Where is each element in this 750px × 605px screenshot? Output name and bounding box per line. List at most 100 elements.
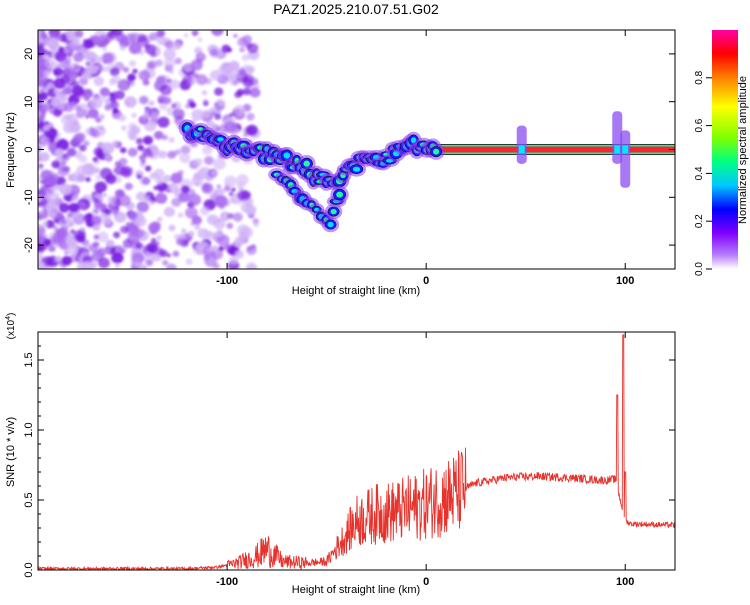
noise-blob (146, 242, 158, 253)
noise-blob (223, 121, 237, 133)
noise-blob (68, 102, 74, 108)
noise-blob (38, 115, 45, 121)
noise-blob (38, 153, 42, 161)
noise-blob (142, 177, 151, 185)
noise-blob (39, 153, 50, 162)
snr-y-multiplier-base: (x10 (6, 319, 17, 339)
noise-blob (42, 57, 55, 68)
noise-blob (142, 114, 148, 120)
noise-blob (178, 192, 190, 203)
noise-blob (201, 110, 211, 118)
noise-blob (232, 80, 238, 85)
noise-blob (97, 34, 110, 45)
noise-blob (38, 227, 44, 238)
noise-blob (145, 44, 157, 55)
branch-trace-group (268, 168, 349, 233)
noise-blob (125, 221, 131, 227)
noise-blob (232, 212, 243, 222)
noise-blob (72, 101, 77, 106)
noise-blob (164, 57, 176, 69)
noise-blob (138, 70, 151, 81)
noise-blob (94, 181, 108, 193)
noise-blob (216, 234, 230, 246)
noise-blob (74, 105, 82, 112)
noise-blob (89, 128, 99, 137)
noise-blob (159, 249, 168, 258)
noise-blob (187, 98, 195, 106)
noise-blob (203, 156, 214, 165)
noise-blob (226, 47, 232, 53)
noise-blob (77, 201, 86, 209)
noise-blob (125, 41, 130, 46)
noise-blob (71, 171, 84, 183)
noise-blob (58, 202, 70, 213)
noise-blob (199, 206, 210, 216)
noise-blob (172, 42, 181, 51)
noise-blob (109, 92, 115, 98)
noise-blob (169, 69, 174, 74)
noise-blob (110, 206, 120, 215)
noise-blob (92, 157, 99, 162)
noise-blob (109, 67, 120, 77)
snr-x-label: Height of straight line (km) (292, 584, 420, 596)
noise-blob (117, 142, 122, 147)
noise-blob (209, 107, 217, 114)
noise-blob (38, 242, 43, 250)
spectrogram-x-label: Height of straight line (km) (292, 285, 420, 297)
noise-blob (211, 245, 219, 252)
noise-blob (113, 231, 121, 239)
colorbar-gradient (712, 30, 738, 269)
noise-blob (114, 189, 125, 199)
noise-blob (85, 176, 91, 182)
top-y-tick-label: -10 (23, 189, 35, 205)
noise-blob (51, 160, 61, 169)
noise-blob (169, 79, 180, 90)
noise-blob (188, 193, 202, 206)
noise-blob (174, 57, 182, 65)
noise-blob (233, 105, 245, 116)
noise-blob (38, 93, 44, 104)
noise-blob (82, 88, 93, 99)
noise-blob (83, 140, 90, 147)
noise-blob (87, 108, 99, 119)
noise-blob (224, 175, 237, 188)
noise-blob (119, 45, 126, 51)
noise-blob (87, 65, 98, 75)
burst-core-0 (518, 145, 525, 154)
snr-panel: -100 0 100 0.0 0.5 1.0 1.5 Height of straight … (5, 313, 676, 596)
noise-blob (237, 37, 249, 47)
noise-blob (137, 36, 150, 47)
snr-axes: -100 0 100 0.0 0.5 1.0 1.5 (23, 332, 675, 588)
noise-blob (76, 261, 88, 269)
noise-blob (128, 212, 138, 220)
noise-blob (153, 185, 159, 191)
noise-blob (171, 103, 177, 109)
noise-blob (243, 132, 249, 138)
noise-blob (85, 61, 92, 67)
noise-blob (185, 103, 191, 109)
noise-blob (134, 261, 140, 267)
burst-core-2 (622, 145, 629, 154)
noise-blob (192, 244, 204, 255)
noise-blob (241, 54, 250, 62)
noise-blob (128, 60, 137, 67)
noise-blob (48, 178, 57, 186)
snr-line (38, 334, 675, 570)
noise-blob (151, 111, 160, 120)
noise-blob (66, 147, 77, 157)
figure-title: PAZ1.2025.210.07.51.G02 (273, 1, 439, 17)
snr-line-layer (38, 334, 675, 570)
noise-blob (185, 258, 193, 265)
noise-blob (83, 95, 90, 102)
noise-blob (197, 37, 203, 42)
noise-blob (40, 33, 48, 40)
noise-blob (127, 147, 138, 157)
noise-blob (83, 213, 93, 222)
noise-blob (172, 108, 185, 120)
noise-blob (93, 76, 105, 87)
noise-blob (93, 234, 100, 240)
noise-blob (150, 221, 161, 231)
